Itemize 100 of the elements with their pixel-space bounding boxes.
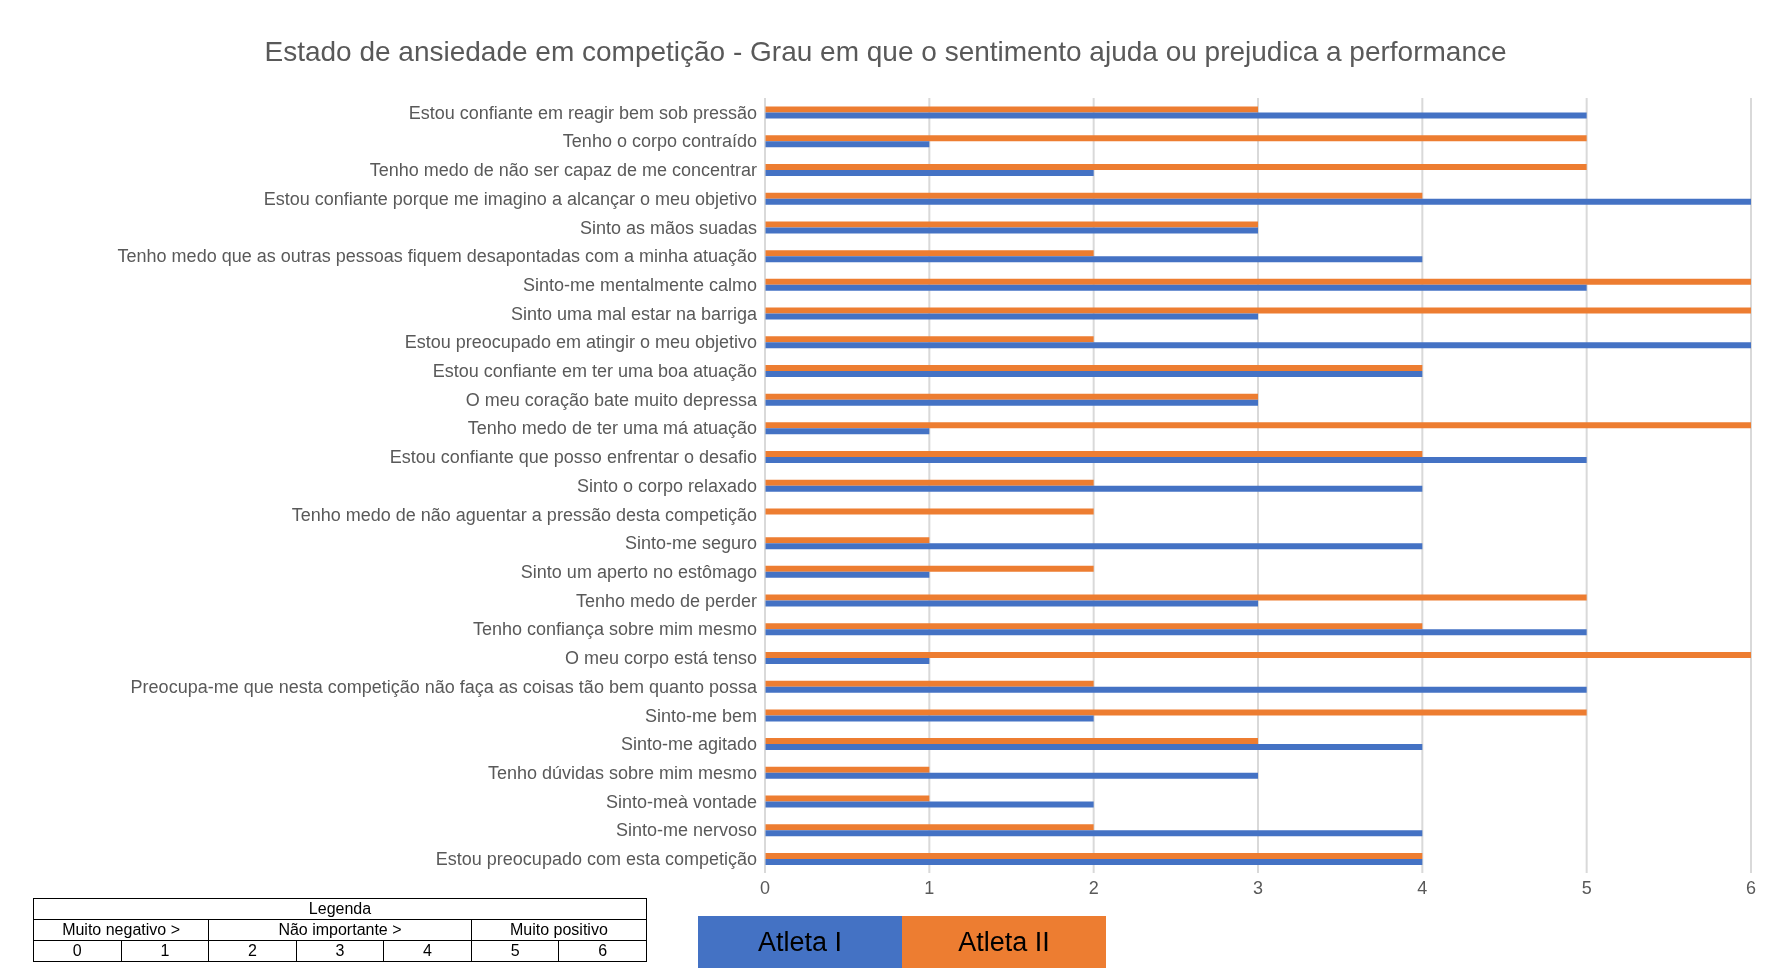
- y-tick-label: Tenho medo de não aguentar a pressão desta competição: [291, 504, 757, 525]
- bar: [765, 393, 1258, 400]
- y-tick-label: Sinto-me bem: [644, 705, 757, 726]
- bar: [765, 457, 1587, 464]
- bar: [765, 106, 1258, 113]
- bar: [765, 543, 1423, 550]
- text: Muito negativo >: [33, 919, 209, 941]
- y-tick-label: Tenho medo de ter uma má atuação: [467, 418, 757, 439]
- text: 0: [33, 940, 122, 962]
- bar: [765, 479, 1094, 486]
- y-tick-label: Sinto um aperto no estômago: [520, 562, 757, 582]
- bar: [765, 824, 1094, 831]
- bar: [765, 766, 930, 773]
- bar: [765, 565, 1094, 572]
- bar: [765, 485, 1423, 492]
- bar: [765, 651, 1751, 658]
- bar: [765, 370, 1423, 377]
- bar: [765, 192, 1423, 199]
- x-tick-label: 4: [1417, 877, 1428, 898]
- bar: [765, 830, 1423, 837]
- x-tick-label: 2: [1088, 877, 1099, 898]
- bar: [765, 772, 1258, 779]
- bar: [765, 307, 1751, 314]
- y-tick-label: Preocupa-me que nesta competição não faça as coisas tão bem quanto possa: [130, 676, 758, 697]
- bar: [765, 600, 1258, 607]
- y-tick-label: Estou confiante que posso enfrentar o desafio: [389, 447, 757, 468]
- y-tick-label: Tenho medo de não ser capaz de me concentrar: [369, 160, 757, 181]
- text: 6: [558, 940, 647, 962]
- x-tick-label: 3: [1252, 877, 1264, 898]
- y-tick-label: Estou preocupado em atingir o meu objetivo: [404, 332, 757, 353]
- bar: [765, 686, 1587, 693]
- bar: [765, 852, 1423, 859]
- bar: [765, 657, 930, 664]
- bar: [765, 256, 1423, 263]
- bar: [765, 629, 1587, 636]
- y-tick-label: Tenho dúvidas sobre mim mesmo: [487, 762, 757, 783]
- y-tick-label: Sinto-me nervoso: [615, 820, 757, 841]
- bar: [765, 141, 930, 148]
- bar: [765, 594, 1587, 601]
- y-tick-label: Sinto-meà vontade: [605, 791, 757, 812]
- text: 2: [208, 940, 297, 962]
- y-tick-label: Tenho medo de perder: [575, 590, 758, 611]
- bar: [765, 451, 1423, 458]
- y-tick-label: Estou confiante porque me imagino a alcançar o meu objetivo: [263, 188, 757, 209]
- bar: [765, 422, 1751, 429]
- bar: [765, 221, 1258, 228]
- y-tick-label: Tenho o corpo contraído: [562, 131, 757, 152]
- bar: [765, 278, 1751, 285]
- bar: [765, 364, 1423, 371]
- y-tick-label: Sinto o corpo relaxado: [576, 475, 757, 496]
- y-tick-label: Sinto-me agitado: [620, 734, 757, 755]
- y-tick-label: Estou confiante em reagir bem sob pressão: [408, 102, 757, 123]
- y-tick-label: Sinto uma mal estar na barriga: [510, 303, 758, 324]
- bar: [765, 198, 1751, 205]
- text: Legenda: [33, 898, 647, 920]
- bar: [765, 227, 1258, 234]
- text: 1: [121, 940, 209, 962]
- bar: [765, 571, 930, 578]
- bar: [765, 537, 930, 544]
- bar: [765, 738, 1258, 745]
- y-tick-label: O meu corpo está tenso: [564, 648, 757, 669]
- bar: [765, 250, 1094, 257]
- bar: [765, 284, 1587, 291]
- y-tick-label: Sinto as mãos suadas: [579, 217, 757, 238]
- text: 5: [471, 940, 559, 962]
- bar: [765, 801, 1094, 808]
- y-tick-label: Estou preocupado com esta competição: [435, 849, 757, 870]
- text: Atleta I: [698, 916, 902, 968]
- bar: [765, 170, 1094, 177]
- x-tick-label: 0: [759, 877, 771, 898]
- bar: [765, 164, 1587, 171]
- y-tick-label: Sinto-me mentalmente calmo: [522, 274, 757, 295]
- bar: [765, 336, 1094, 343]
- x-tick-label: 1: [924, 877, 935, 898]
- y-tick-label: Tenho confiança sobre mim mesmo: [472, 619, 757, 640]
- bar: [765, 112, 1587, 119]
- text: Atleta II: [902, 916, 1106, 968]
- bar: [765, 313, 1258, 320]
- bar: [765, 508, 1094, 515]
- bar: [765, 680, 1094, 687]
- bar: [765, 858, 1423, 865]
- text: Não importante >: [208, 919, 472, 941]
- text: 3: [296, 940, 384, 962]
- text: 4: [383, 940, 472, 962]
- bar: [765, 795, 930, 802]
- bar: [765, 715, 1094, 722]
- bar: [765, 135, 1587, 142]
- text: Muito positivo: [471, 919, 647, 941]
- chart-title: Estado de ansiedade em competição - Grau em que o sentimento ajuda ou prejudica a performance: [263, 36, 1508, 68]
- bar: [765, 342, 1751, 349]
- y-tick-label: Sinto-me seguro: [624, 533, 757, 554]
- bar: [765, 744, 1423, 751]
- bar: [765, 709, 1587, 716]
- x-tick-label: 5: [1581, 877, 1592, 898]
- y-tick-label: Estou confiante em ter uma boa atuação: [432, 361, 757, 382]
- y-tick-label: O meu coração bate muito depressa: [465, 389, 758, 410]
- y-tick-label: Tenho medo que as outras pessoas fiquem desapontadas com a minha atuação: [117, 246, 757, 267]
- bar: [765, 399, 1258, 406]
- x-tick-label: 6: [1745, 877, 1757, 898]
- bar: [765, 623, 1423, 630]
